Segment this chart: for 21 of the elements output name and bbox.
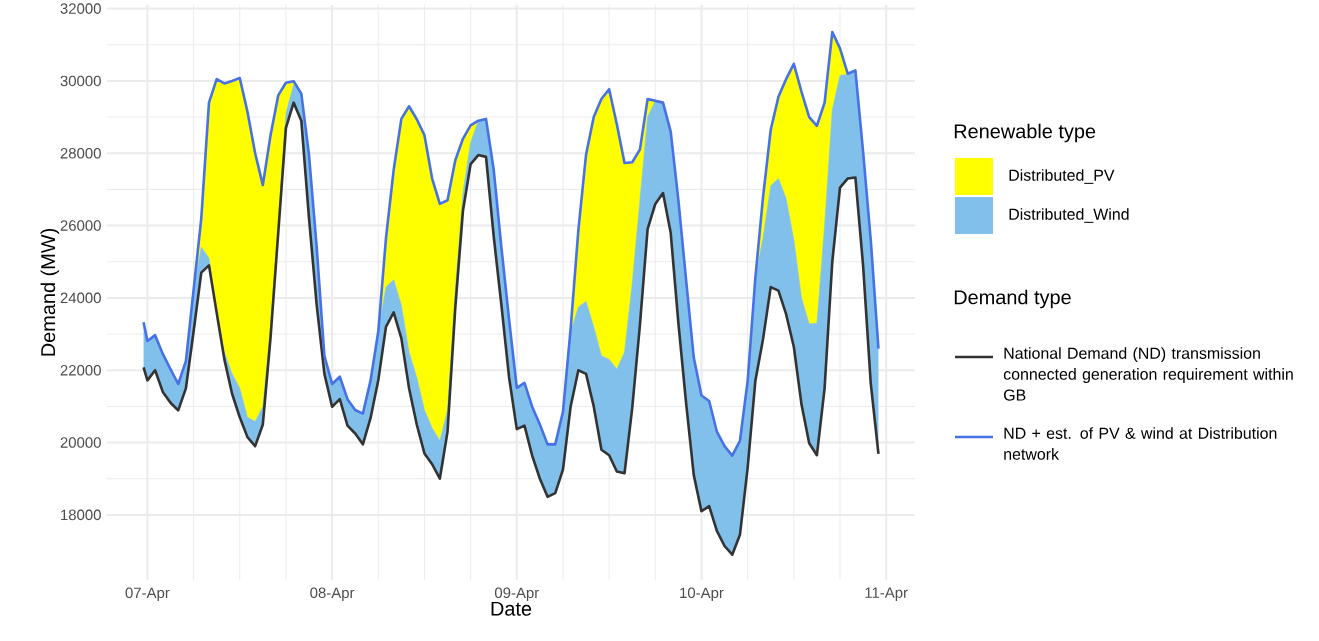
y-tick-label: 18000 — [61, 509, 101, 521]
y-tick-label: 30000 — [60, 75, 101, 87]
x-axis-title: Date — [491, 601, 532, 616]
y-tick-label: 22000 — [60, 364, 101, 376]
y-axis-title: Demand (MW) — [40, 228, 60, 356]
x-tick-label: 08-Apr — [310, 587, 355, 602]
y-tick-label: 28000 — [60, 147, 101, 159]
legend-title: Renewable type — [954, 123, 1096, 143]
legend-label: Distributed_PV — [1009, 169, 1115, 184]
x-tick-label: 09-Apr — [494, 587, 539, 602]
x-tick-label: 07-Apr — [125, 587, 170, 602]
y-tick-label: 32000 — [60, 3, 101, 14]
legend-label: Distributed_Wind — [1009, 208, 1129, 223]
legend-label: National Demand (ND) transmission connected generation requirement within GB — [1003, 347, 1293, 401]
y-tick-label: 20000 — [60, 437, 101, 448]
legend-label: ND + est. of PV & wind at Distribution network — [1004, 427, 1277, 460]
y-tick-label: 24000 — [60, 292, 101, 304]
x-tick-label: 10-Apr — [680, 587, 724, 602]
x-tick-label: 11-Apr — [865, 587, 908, 601]
text: Demand type — [954, 289, 1071, 309]
y-tick-label: 26000 — [60, 220, 101, 231]
